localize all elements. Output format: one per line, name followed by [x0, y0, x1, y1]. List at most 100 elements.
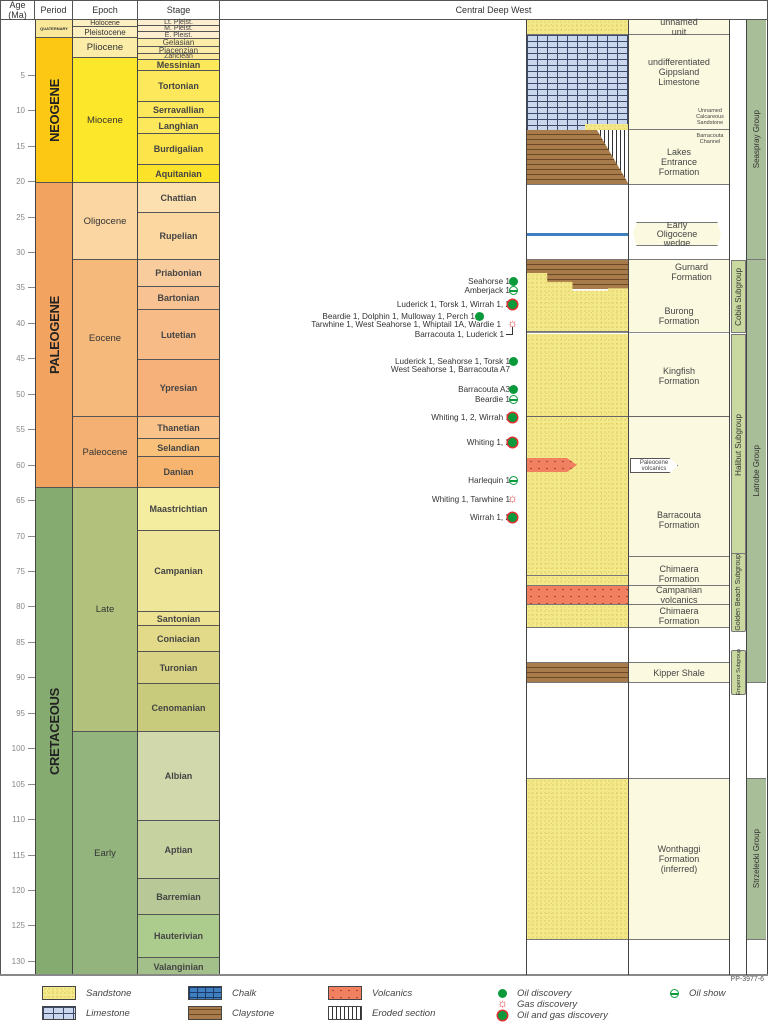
formation-gurnard: Gurnard Formation	[629, 260, 729, 332]
tick: 110	[1, 813, 35, 825]
tick: 35	[1, 281, 35, 293]
stage: Piacenzian	[138, 46, 219, 55]
stage: Lt. Pleist.	[138, 19, 219, 26]
stage: Selandian	[138, 439, 219, 457]
oil-gas-discovery-icon	[498, 1011, 507, 1020]
formation-burong: Burong Formation	[658, 306, 700, 326]
stage: Chattian	[138, 183, 219, 213]
chalk-swatch	[188, 986, 222, 1000]
tick: 115	[1, 849, 35, 861]
paleocene-volcanics-layer	[527, 458, 577, 472]
well-label: Amberjack 1	[464, 286, 510, 295]
tick: 40	[1, 317, 35, 329]
oil-show-icon	[670, 989, 679, 998]
tick: 70	[1, 530, 35, 542]
well-label: Beardie 1	[474, 395, 510, 404]
epoch-column: Holocene Pleistocene Pliocene Miocene Ol…	[73, 20, 138, 975]
oil-gas-discovery-label: Oil and gas discovery	[517, 1010, 608, 1021]
formation-lakes-entrance: Lakes Entrance Formation	[629, 130, 729, 185]
epoch-pliocene: Pliocene	[73, 38, 137, 58]
claystone-label: Claystone	[232, 1008, 275, 1019]
formation-calcareous-sandstone-label: Unnamed Calcareous Sandstone	[696, 108, 724, 126]
gas-discovery-icon: ☼	[507, 316, 518, 330]
formation-barracouta: Barracouta Formation	[656, 510, 702, 530]
well-label: Whiting 1, 2	[466, 438, 510, 447]
subgroup-cobia: Cobia Subgroup	[731, 260, 746, 333]
figure-id: PP-3977-6	[730, 976, 764, 983]
period-column: QUATERNARY NEOGENE PALEOGENE CRETACEOUS	[35, 20, 73, 975]
oil-discovery-icon	[509, 385, 518, 394]
well-label: Luderick 1, Seahorse 1, Torsk 1	[395, 357, 510, 366]
subgroup-golden-beach: Golden Beach Subgroup	[731, 553, 746, 632]
stage: Maastrichtian	[138, 488, 219, 531]
tick: 120	[1, 884, 35, 896]
well-label: West Seahorse 1, Barracouta A7	[390, 365, 510, 374]
tick: 30	[1, 246, 35, 258]
stage: Serravallian	[138, 102, 219, 118]
tick: 85	[1, 636, 35, 648]
formation-column: unnamed unit undifferentiated Gippsland …	[629, 17, 730, 975]
oil-discovery-icon	[509, 277, 518, 286]
stage: Ypresian	[138, 360, 219, 417]
formation-kingfish: Kingfish Formation	[629, 334, 729, 576]
stage: Barremian	[138, 879, 219, 915]
tick: 5	[1, 69, 35, 81]
well-label: Barracouta 1, Luderick 1	[414, 330, 504, 339]
group-column: Seaspray Group Latrobe Group Strzelecki …	[747, 20, 767, 975]
formation-wonthaggi: Wonthaggi Formation (inferred)	[629, 778, 729, 940]
stage: Santonian	[138, 612, 219, 626]
tick: 125	[1, 919, 35, 931]
period-header: Period	[35, 0, 73, 20]
tick: 130	[1, 955, 35, 967]
gas-discovery-icon: ☼	[507, 491, 518, 505]
oil-show-icon	[509, 476, 518, 485]
leader-line	[506, 334, 513, 335]
period-quaternary: QUATERNARY	[36, 20, 72, 38]
stage: Aptian	[138, 821, 219, 879]
tick: 15	[1, 140, 35, 152]
stage-column: Lt. Pleist. M. Pleist. E. Pleist. Gelasi…	[138, 19, 220, 975]
epoch-miocene: Miocene	[73, 58, 137, 183]
stage: Bartonian	[138, 287, 219, 310]
formation-gippsland-limestone: undifferentiated Gippsland Limestone	[629, 35, 729, 130]
sandstone-layer	[527, 20, 628, 35]
tick: 90	[1, 671, 35, 683]
stage: Gelasian	[138, 38, 219, 47]
subgroup-emperor: Emperor Subgroup	[731, 649, 746, 696]
sandstone-layer-chimaera-lower	[527, 605, 628, 628]
leader-line	[512, 327, 513, 334]
group-strzelecki: Strzelecki Group	[747, 778, 766, 940]
formation-kipper-shale: Kipper Shale	[629, 662, 729, 683]
kingfish-barracouta-boundary	[527, 416, 628, 417]
sandstone-swatch	[42, 986, 76, 1000]
stage: Turonian	[138, 652, 219, 684]
tick: 50	[1, 388, 35, 400]
well-label: Wirrah 1, 2	[469, 513, 510, 522]
well-label: Beardie 1, Dolphin 1, Mulloway 1, Perch …	[322, 312, 484, 321]
group-seaspray: Seaspray Group	[747, 20, 766, 260]
bottom-border	[0, 974, 768, 976]
tick: 10	[1, 104, 35, 116]
stage: Coniacian	[138, 626, 219, 652]
kingfish-barracouta-boundary	[629, 416, 729, 417]
stage: E. Pleist.	[138, 32, 219, 39]
epoch-early-cretaceous: Early	[73, 732, 137, 975]
lithology-column	[526, 20, 629, 975]
claystone-layer-gurnard	[527, 260, 628, 289]
tick: 100	[1, 742, 35, 754]
eroded-section-label: Eroded section	[372, 1008, 436, 1019]
well-label: Harlequin 1	[468, 476, 510, 485]
stage: Aquitanian	[138, 165, 219, 183]
epoch-holocene: Holocene	[73, 20, 137, 27]
epoch-late-cretaceous: Late	[73, 488, 137, 732]
stage: Campanian	[138, 531, 219, 612]
gas-discovery-label: Gas discovery	[517, 999, 578, 1010]
oil-discovery-icon	[475, 312, 484, 321]
chalk-layer	[527, 233, 628, 236]
limestone-layer	[527, 35, 628, 130]
blank-layer	[527, 185, 628, 260]
well-label: Whiting 1, Tarwhine 1	[431, 495, 510, 504]
tick: 45	[1, 352, 35, 364]
well-label: Luderick 1, Torsk 1, Wirrah 1, 2	[396, 300, 510, 309]
divider	[629, 332, 729, 333]
